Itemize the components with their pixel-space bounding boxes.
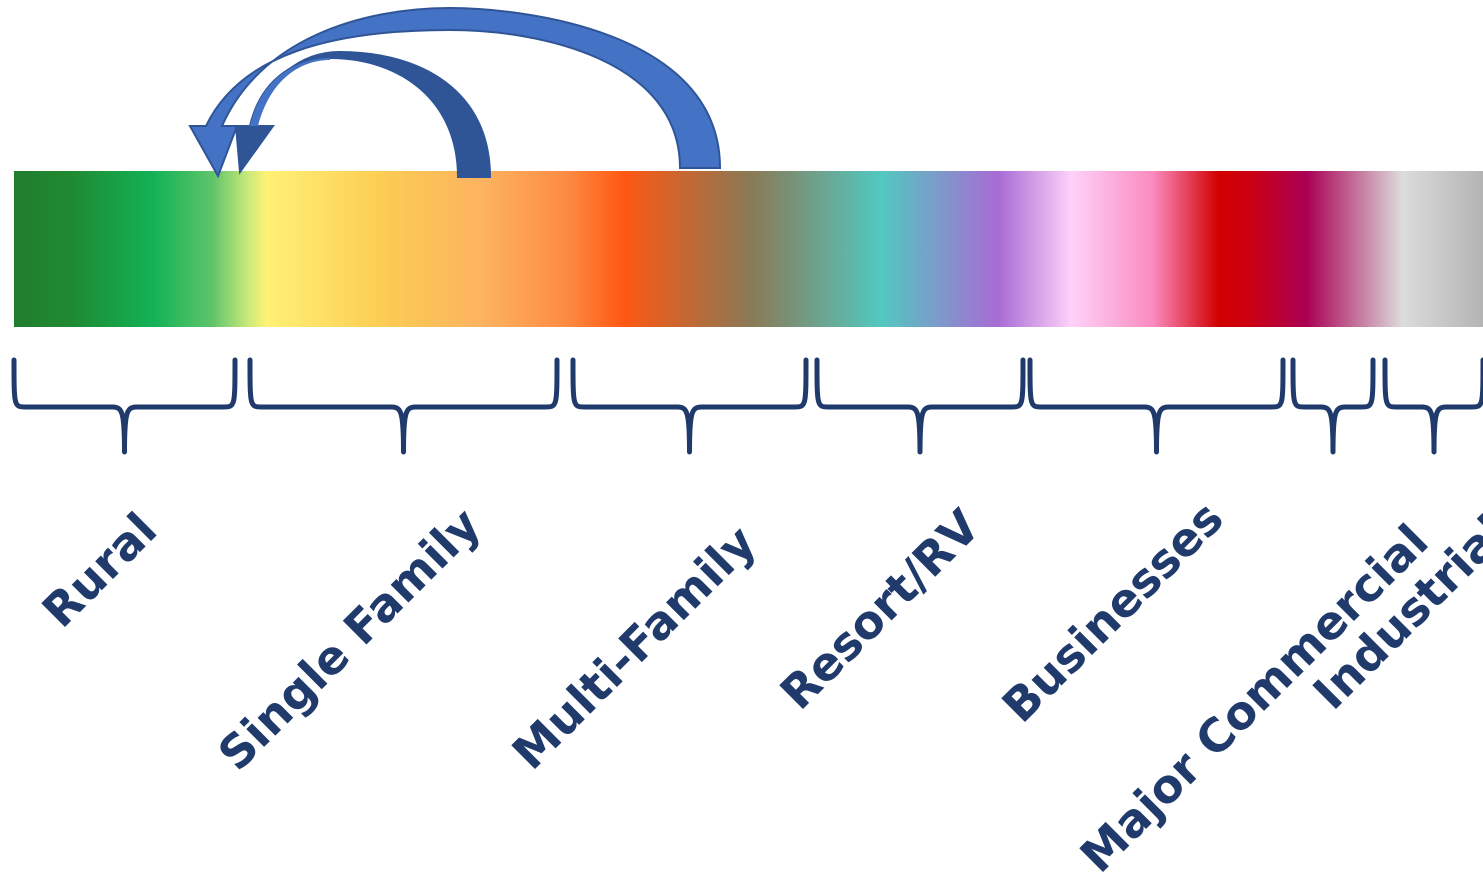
small-curved-arrow [234, 50, 492, 178]
large-curved-arrow [188, 6, 722, 179]
label-single-family: Single Family [208, 497, 491, 780]
category-labels: Rural Single Family Multi-Family Resort/RV B… [32, 491, 1483, 883]
brace-industrial [1382, 357, 1483, 455]
brace-resort-rv [814, 357, 1026, 455]
brace-businesses [1027, 357, 1286, 455]
label-multi-family: Multi-Family [502, 515, 767, 780]
curved-arrows [188, 6, 722, 179]
label-rural: Rural [32, 502, 168, 638]
color-spectrum-bar [14, 171, 1483, 327]
brace-rural [11, 357, 238, 455]
label-businesses: Businesses [992, 491, 1234, 733]
category-braces [11, 357, 1483, 455]
brace-single-family [247, 357, 560, 455]
small-arrow-highlight [250, 58, 330, 126]
brace-major-commercial [1290, 357, 1376, 455]
label-resort-rv: Resort/RV [770, 499, 991, 720]
brace-multi-family [570, 357, 809, 455]
